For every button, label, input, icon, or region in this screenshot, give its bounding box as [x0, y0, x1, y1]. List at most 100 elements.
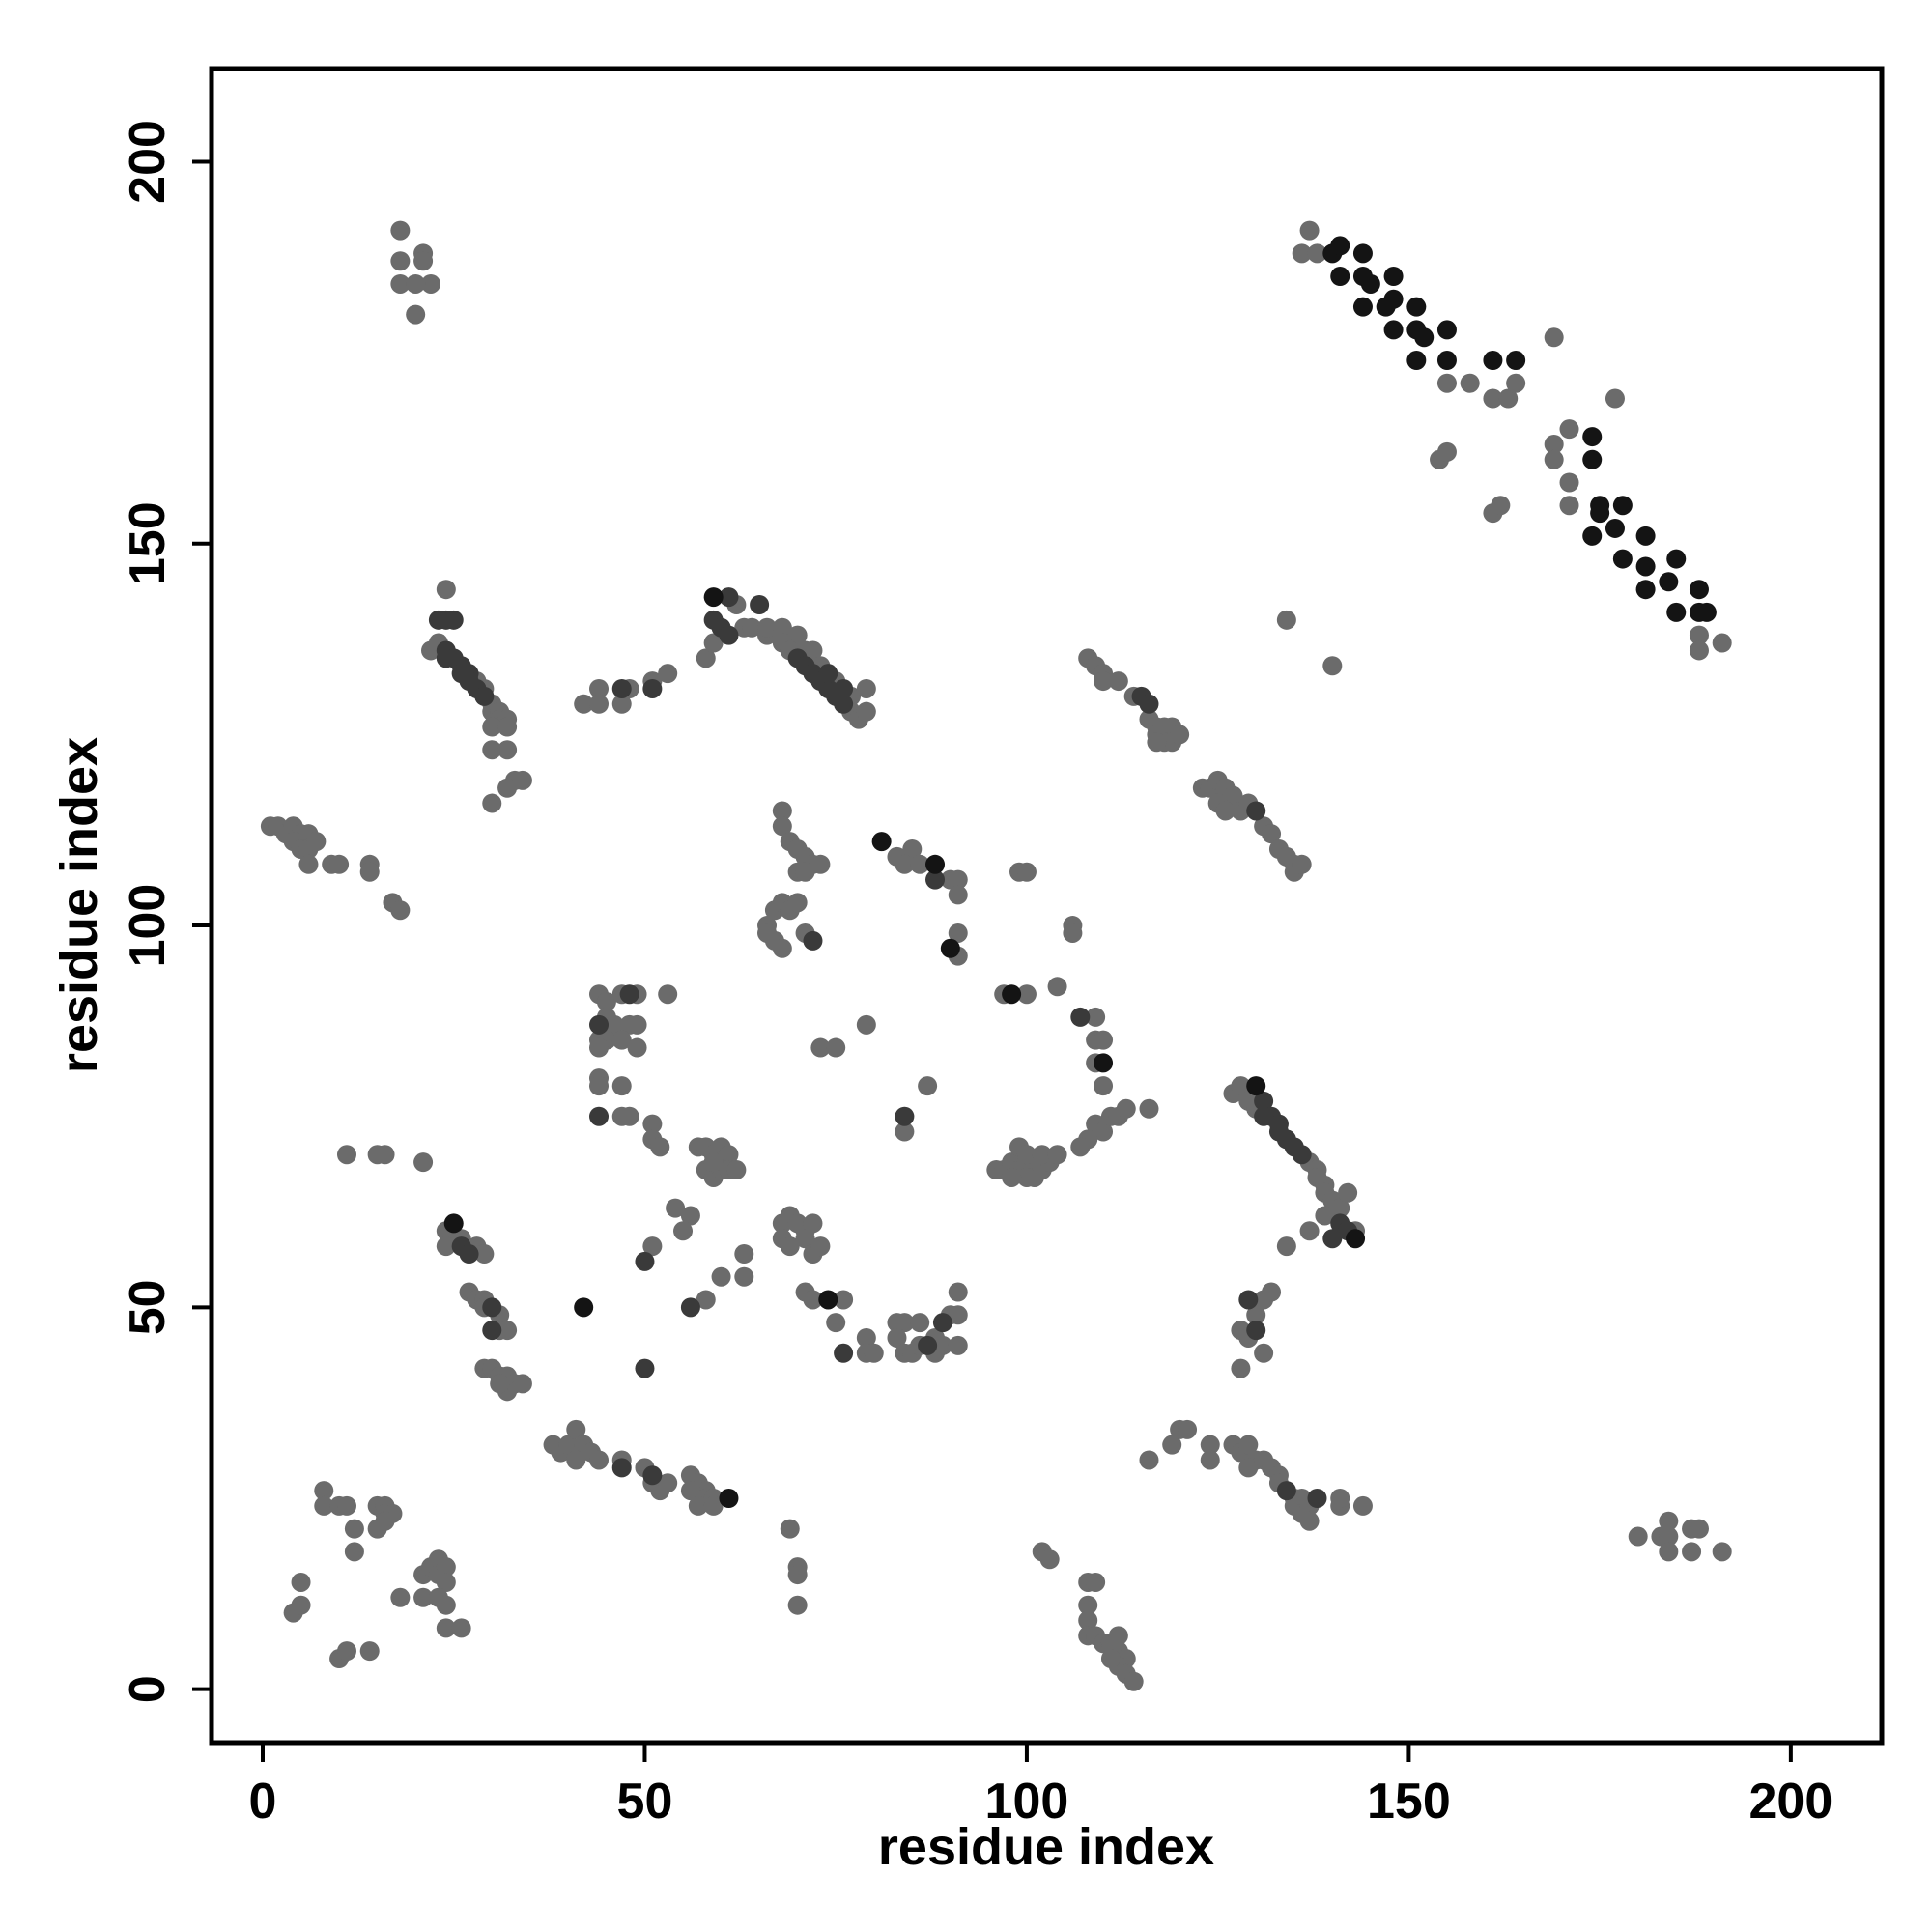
- point: [1268, 1122, 1289, 1142]
- point: [856, 1014, 876, 1035]
- point: [459, 1244, 479, 1264]
- point: [803, 930, 823, 951]
- point: [887, 1327, 907, 1348]
- point: [497, 778, 518, 798]
- point: [1078, 1595, 1098, 1615]
- point: [680, 1481, 700, 1501]
- point: [1498, 388, 1519, 409]
- point: [291, 1572, 311, 1592]
- y-tick-label: 100: [120, 884, 176, 968]
- point: [589, 694, 610, 714]
- point: [1078, 1610, 1098, 1631]
- point: [1002, 984, 1022, 1005]
- point: [1582, 427, 1603, 447]
- point: [772, 816, 792, 837]
- point: [680, 1206, 700, 1226]
- point: [803, 640, 823, 661]
- point: [291, 1595, 311, 1615]
- point: [948, 885, 968, 905]
- point: [742, 617, 762, 638]
- point: [314, 1481, 334, 1501]
- point: [818, 664, 838, 684]
- point: [895, 1106, 915, 1126]
- point: [696, 648, 716, 668]
- point: [1123, 1671, 1144, 1691]
- point: [1689, 580, 1709, 600]
- point: [596, 992, 616, 1012]
- point: [910, 854, 930, 874]
- point: [390, 1587, 411, 1607]
- x-tick-label: 0: [249, 1774, 277, 1830]
- point: [925, 854, 946, 874]
- point: [658, 984, 678, 1005]
- point: [336, 1641, 356, 1662]
- x-tick-label: 100: [985, 1774, 1069, 1830]
- point: [406, 304, 426, 325]
- point: [1262, 1282, 1282, 1302]
- point: [1276, 1236, 1296, 1257]
- point: [1223, 785, 1243, 806]
- point: [1635, 526, 1656, 546]
- point: [436, 580, 456, 600]
- point: [375, 1145, 395, 1165]
- point: [1094, 1076, 1114, 1096]
- point: [787, 893, 808, 913]
- point: [1544, 449, 1564, 469]
- point: [1506, 373, 1526, 393]
- point: [810, 1236, 831, 1257]
- point: [780, 1519, 800, 1539]
- point: [482, 1297, 502, 1318]
- point: [512, 770, 532, 790]
- point: [1682, 1542, 1702, 1562]
- point: [413, 1152, 434, 1173]
- point: [1100, 1649, 1121, 1669]
- point: [940, 938, 960, 958]
- point: [1689, 625, 1709, 645]
- point: [787, 1595, 808, 1615]
- point: [1330, 236, 1350, 256]
- plot-frame: [209, 66, 1885, 1746]
- point: [719, 1489, 739, 1509]
- point: [948, 1335, 968, 1355]
- point: [1215, 801, 1236, 821]
- point: [482, 740, 502, 760]
- point: [726, 1160, 747, 1180]
- point: [1605, 388, 1625, 409]
- point: [390, 251, 411, 271]
- point: [497, 1321, 518, 1341]
- point: [1383, 289, 1404, 309]
- point: [436, 1236, 456, 1257]
- point: [574, 1297, 594, 1318]
- point: [390, 900, 411, 921]
- point: [1162, 1435, 1182, 1455]
- point: [1108, 1626, 1128, 1646]
- point: [635, 1251, 655, 1271]
- point: [1436, 441, 1457, 462]
- point: [658, 1473, 678, 1493]
- point: [948, 923, 968, 943]
- point: [1712, 633, 1732, 653]
- point: [834, 1290, 854, 1310]
- point: [611, 1076, 632, 1096]
- point: [1094, 1030, 1114, 1050]
- point: [482, 717, 502, 737]
- point: [574, 694, 594, 714]
- point: [1231, 1358, 1251, 1378]
- point: [1544, 434, 1564, 454]
- point: [1628, 1526, 1648, 1547]
- point: [611, 678, 632, 698]
- point: [589, 1450, 610, 1470]
- point: [1483, 388, 1503, 409]
- point: [910, 1313, 930, 1333]
- point: [443, 610, 464, 630]
- point: [1047, 1145, 1067, 1165]
- point: [329, 854, 350, 874]
- point: [1292, 854, 1312, 874]
- point: [673, 1221, 694, 1241]
- point: [1262, 824, 1282, 844]
- point: [1238, 1435, 1259, 1455]
- point: [1016, 1145, 1037, 1165]
- point: [650, 1137, 670, 1157]
- point: [413, 1587, 434, 1607]
- y-axis-title: residue index: [50, 737, 108, 1073]
